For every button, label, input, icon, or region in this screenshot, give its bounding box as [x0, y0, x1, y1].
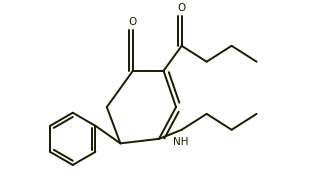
Text: O: O	[129, 16, 137, 27]
Text: O: O	[177, 3, 186, 13]
Text: NH: NH	[173, 137, 188, 147]
